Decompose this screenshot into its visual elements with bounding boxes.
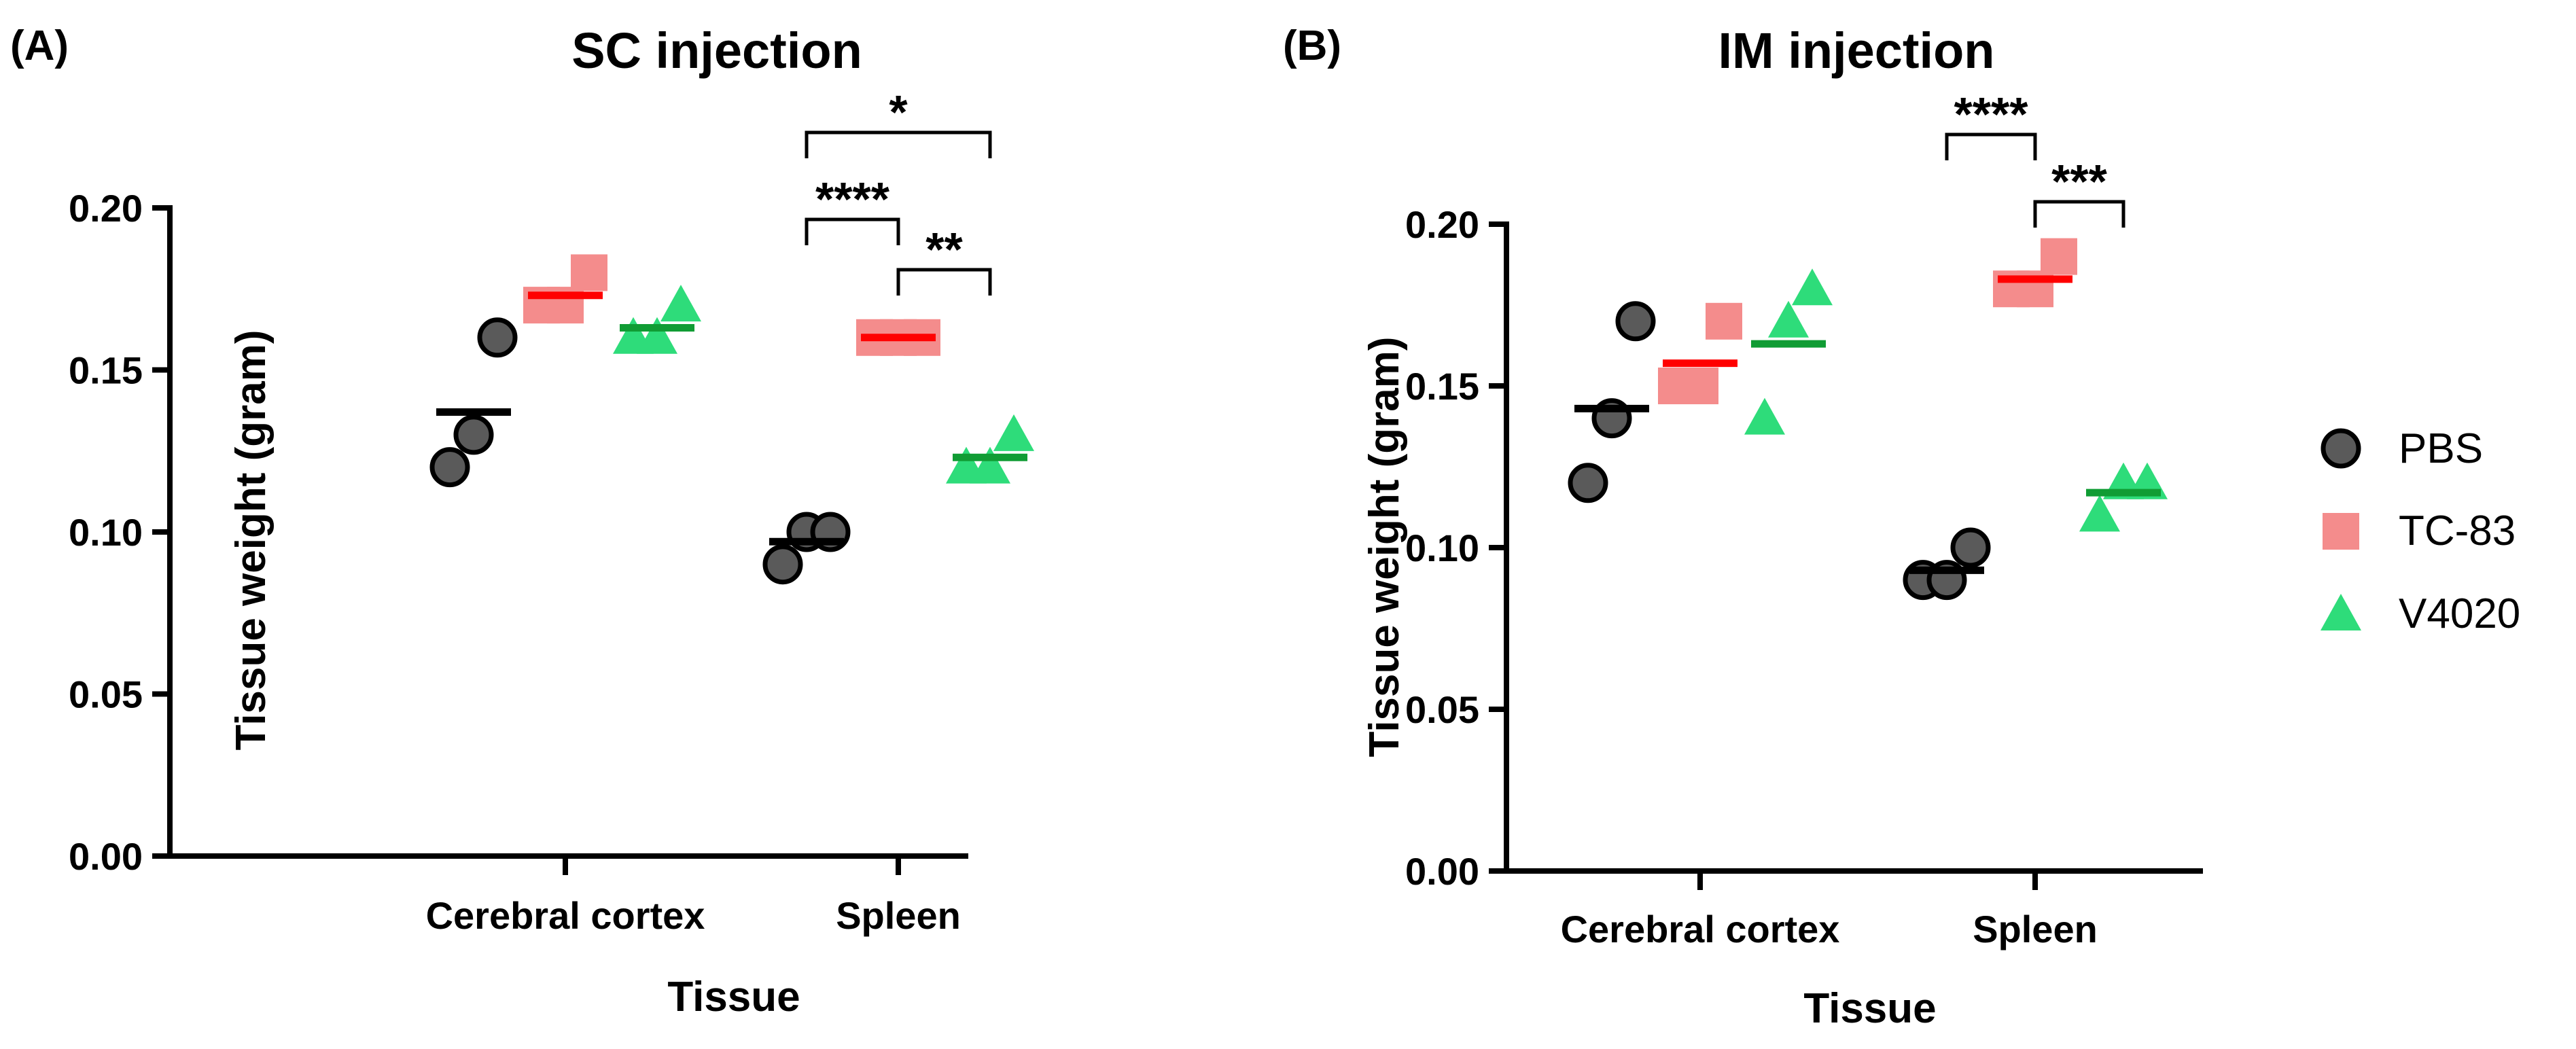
panel-a-significance-bracket	[805, 130, 992, 158]
panel-b-point-v4020	[1744, 397, 1785, 435]
legend-symbol-2	[2321, 594, 2361, 630]
legend-marker-v4020	[2321, 594, 2361, 630]
panel-b-x-axis-label: Tissue	[1803, 985, 1936, 1032]
panel-a-point-pbs	[477, 317, 518, 358]
panel-a-point-tc83	[571, 254, 607, 291]
panel-b-y-tick: 0.15	[1405, 365, 1479, 408]
panel-a-point-v4020	[637, 317, 677, 354]
legend-label-tc83: TC-83	[2399, 508, 2516, 554]
legend-marker-pbs	[2321, 428, 2361, 469]
panel-a-point-v4020	[970, 446, 1010, 484]
panel-a-label: (A)	[10, 22, 69, 69]
panel-b-point-pbs	[1568, 463, 1608, 503]
legend-item-pbs: PBS	[2321, 425, 2483, 472]
panel-b-point-pbs	[1950, 527, 1991, 568]
panel-b-point-tc83	[2041, 238, 2077, 275]
panel-a-significance-label: ****	[815, 173, 890, 226]
panel-a-point-v4020	[660, 285, 701, 322]
legend-symbol-0	[2321, 428, 2361, 469]
panel-b-x-tick-cerebral-cortex: Cerebral cortex	[1561, 908, 1840, 950]
panel-b-point-tc83	[1706, 302, 1742, 340]
panel-a-y-tick: 0.20	[69, 187, 143, 230]
panel-b-significance-bracket	[1945, 132, 2037, 160]
panel-b-point-v4020	[1768, 300, 1809, 338]
panel-a-significance-label: **	[925, 223, 963, 276]
panel-b-point-tc83	[1682, 368, 1718, 404]
panel-a-y-tick: 0.05	[69, 673, 143, 716]
panel-a-significance-bracket	[896, 268, 992, 296]
legend: PBS TC-83 V4020	[2321, 425, 2520, 637]
panel-a-point-pbs	[453, 414, 494, 455]
legend-marker-tc83	[2323, 513, 2359, 550]
panel-a-y-axis-label: Tissue weight (gram)	[228, 330, 275, 751]
panel-a-x-tick-cerebral-cortex: Cerebral cortex	[426, 894, 705, 937]
panel-b-plot-area: *******	[1489, 88, 2203, 890]
panel-a-y-tick: 0.15	[69, 349, 143, 392]
panel-b-y-tick: 0.00	[1405, 850, 1479, 893]
legend-symbol-1	[2323, 513, 2359, 550]
panel-b-significance-label: ****	[1954, 88, 2029, 141]
panel-a-x-tick-spleen: Spleen	[836, 894, 961, 937]
panel-b-point-pbs	[1615, 301, 1656, 342]
panel-b-y-tick: 0.05	[1405, 688, 1479, 731]
legend-item-v4020: V4020	[2321, 590, 2520, 637]
panel-b-y-tick: 0.20	[1405, 203, 1479, 246]
panel-a-point-v4020	[993, 414, 1034, 451]
panel-b-x-tick-spleen: Spleen	[1973, 908, 2098, 950]
panel-b-y-ticks: 0.00 0.05 0.10 0.15 0.20	[1405, 203, 1479, 893]
legend-item-tc83: TC-83	[2323, 508, 2516, 554]
panel-a-point-pbs	[429, 447, 470, 488]
panel-a-title: SC injection	[571, 22, 862, 79]
panel-a-significance-label: *	[889, 86, 908, 139]
panel-a-y-tick: 0.10	[69, 511, 143, 554]
legend-label-pbs: PBS	[2399, 425, 2483, 472]
panel-b-point-v4020	[1792, 268, 1833, 306]
panel-b-point-v4020	[2079, 495, 2120, 532]
panel-a-plot-area: *******	[152, 86, 1034, 875]
panel-b-y-axis-label: Tissue weight (gram)	[1361, 337, 1408, 758]
panel-b-label: (B)	[1283, 22, 1341, 69]
panel-b-title: IM injection	[1718, 22, 1995, 79]
panel-a-significance-bracket	[805, 217, 900, 245]
panel-a-x-axis-label: Tissue	[667, 974, 800, 1020]
panel-b-significance-label: ***	[2051, 155, 2107, 208]
legend-label-v4020: V4020	[2399, 590, 2520, 637]
panel-a-y-ticks: 0.00 0.05 0.10 0.15 0.20	[69, 187, 143, 878]
panel-b-y-tick: 0.10	[1405, 527, 1479, 569]
panel-b-significance-bracket	[2033, 200, 2125, 228]
panel-a-y-tick: 0.00	[69, 835, 143, 878]
panel-a-point-pbs	[762, 544, 803, 585]
